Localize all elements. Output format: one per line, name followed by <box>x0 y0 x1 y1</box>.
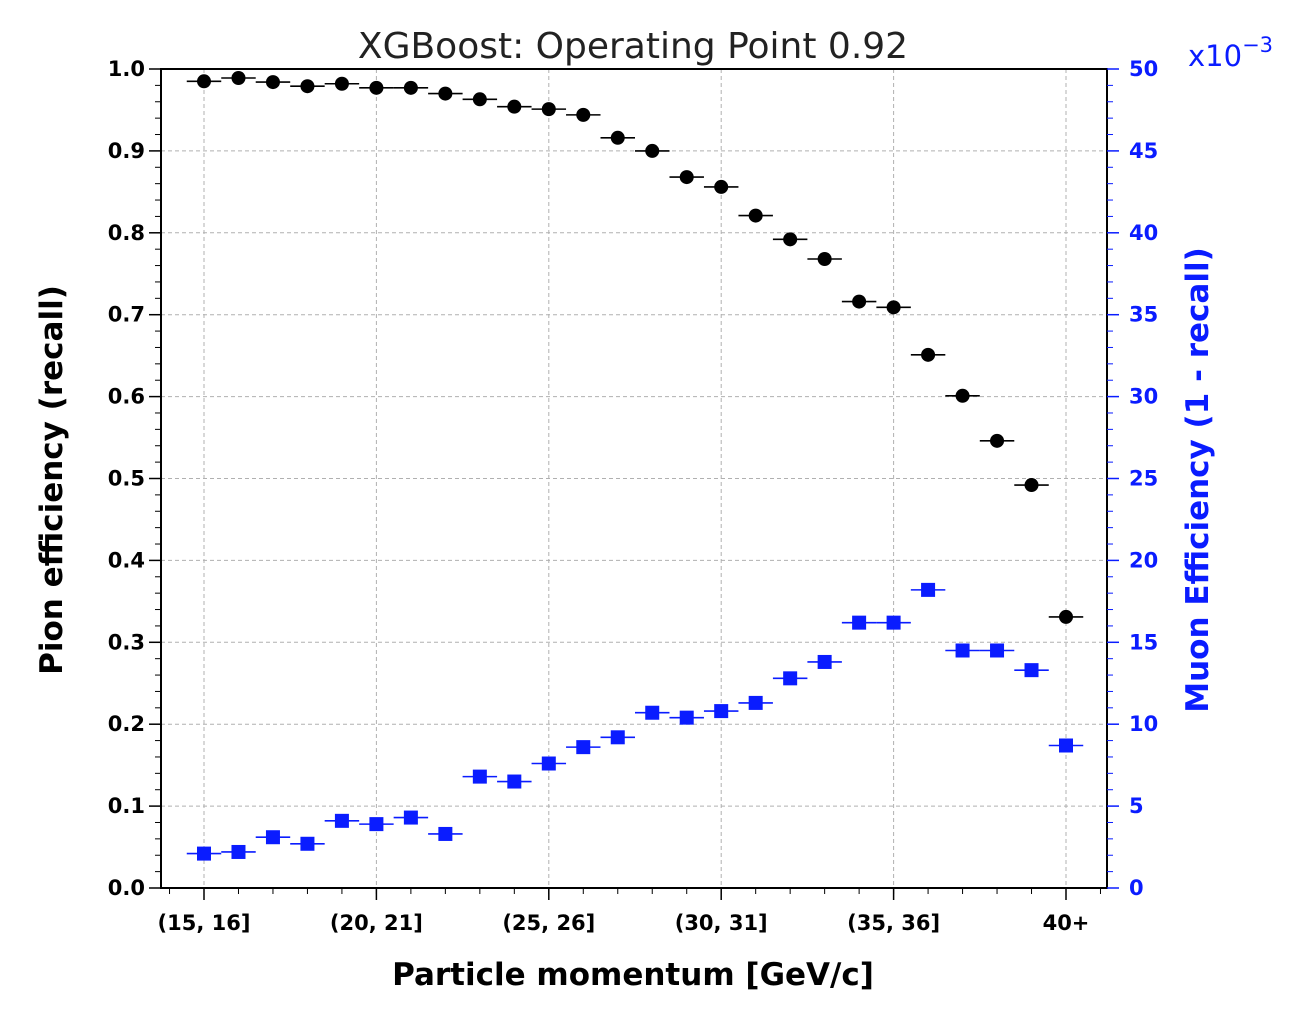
pion-data-point <box>369 80 384 95</box>
pion-data-point <box>403 80 418 95</box>
y-tick-label-right: 0 <box>1129 876 1144 900</box>
y-tick-label-right: 30 <box>1129 385 1158 409</box>
y-tick-label-left: 0.5 <box>108 467 145 491</box>
pion-data-point <box>265 75 280 90</box>
y-tick-label-left: 0.6 <box>108 385 145 409</box>
muon-data-point <box>886 615 901 630</box>
pion-data-point <box>714 179 729 194</box>
y-tick-label-right: 35 <box>1129 303 1158 327</box>
muon-data-point <box>403 810 418 825</box>
muon-data-point <box>265 830 280 845</box>
y-tick-label-right: 40 <box>1129 221 1158 245</box>
pion-data-point <box>955 388 970 403</box>
right-axis-multiplier: x10−3 <box>1188 33 1273 73</box>
x-tick-label: 40+ <box>1043 911 1090 935</box>
y-tick-label-right: 25 <box>1129 467 1158 491</box>
muon-data-point <box>438 826 453 841</box>
y-tick-label-left: 0.8 <box>108 221 145 245</box>
x-tick-label: (25, 26] <box>502 911 595 935</box>
y-tick-label-left: 0.1 <box>108 794 145 818</box>
pion-data-point <box>1024 478 1039 493</box>
muon-data-point <box>231 844 246 859</box>
pion-data-point <box>231 71 246 86</box>
pion-efficiency-series <box>186 71 1084 624</box>
y-tick-label-left: 0.7 <box>108 303 145 327</box>
pion-data-point <box>852 294 867 309</box>
right-axis-multiplier-exponent: −3 <box>1242 33 1273 57</box>
pion-data-point <box>783 232 798 247</box>
muon-data-point <box>334 813 349 828</box>
muon-data-point <box>197 846 211 861</box>
x-axis-label: Particle momentum [GeV/c] <box>392 957 874 993</box>
y-tick-label-right: 15 <box>1129 630 1158 654</box>
pion-data-point <box>990 433 1005 448</box>
muon-data-point <box>369 817 384 832</box>
pion-data-point <box>197 74 211 89</box>
pion-data-point <box>438 86 453 101</box>
muon-data-point <box>645 705 660 720</box>
y-tick-label-right: 20 <box>1129 548 1158 572</box>
muon-data-point <box>921 582 936 597</box>
y-tick-label-right: 50 <box>1129 57 1158 81</box>
muon-data-point <box>541 756 556 771</box>
muon-data-point <box>1024 663 1039 678</box>
x-tick-label: (20, 21] <box>330 911 423 935</box>
muon-data-point <box>472 769 487 784</box>
pion-data-point <box>921 347 936 362</box>
muon-data-point <box>748 695 763 710</box>
right-axis-multiplier-base: x10 <box>1188 39 1242 73</box>
muon-data-point <box>817 654 832 669</box>
muon-data-point <box>714 704 729 719</box>
pion-data-point <box>817 252 832 267</box>
y-tick-label-right: 10 <box>1129 712 1158 736</box>
x-tick-label: (35, 36] <box>847 911 940 935</box>
pion-data-point <box>472 92 487 107</box>
muon-data-point <box>300 836 315 851</box>
y-tick-label-left: 1.0 <box>108 57 145 81</box>
pion-data-point <box>886 300 901 315</box>
muon-data-point <box>990 643 1005 658</box>
y-tick-label-left: 0.3 <box>108 630 145 654</box>
muon-data-point <box>1059 738 1073 753</box>
pion-data-point <box>334 76 349 91</box>
muon-data-point <box>852 615 867 630</box>
chart-title: XGBoost: Operating Point 0.92 <box>358 26 908 67</box>
y-tick-label-left: 0.4 <box>108 548 145 572</box>
x-tick-label: (15, 16] <box>158 911 251 935</box>
y-tick-label-right: 5 <box>1129 794 1144 818</box>
y-tick-label-left: 0.9 <box>108 139 145 163</box>
muon-data-point <box>507 774 522 789</box>
y-axis-label-left: Pion efficiency (recall) <box>34 285 70 675</box>
muon-data-point <box>576 740 591 755</box>
pion-data-point <box>679 170 694 185</box>
muon-data-point <box>679 710 694 725</box>
muon-data-point <box>955 643 970 658</box>
y-tick-label-left: 0.0 <box>108 876 145 900</box>
pion-data-point <box>610 130 625 145</box>
pion-data-point <box>748 208 763 223</box>
pion-data-point <box>1059 609 1073 624</box>
muon-efficiency-series <box>186 582 1084 861</box>
y-tick-label-left: 0.2 <box>108 712 145 736</box>
muon-data-point <box>610 730 625 745</box>
ticks: 0.0 0.1 0.2 0.3 0.4 0.5 0.6 0.7 0.8 0.9 1.0 0 5 10 15 2… <box>108 57 1158 935</box>
pion-data-point <box>576 107 591 122</box>
x-tick-label: (30, 31] <box>675 911 768 935</box>
y-tick-label-right: 45 <box>1129 139 1158 163</box>
pion-data-point <box>645 143 660 158</box>
muon-data-point <box>783 671 798 686</box>
y-axis-label-right: Muon Efficiency (1 - recall) <box>1180 247 1216 713</box>
pion-data-point <box>300 79 315 94</box>
pion-data-point <box>541 102 556 117</box>
pion-data-point <box>507 99 522 114</box>
